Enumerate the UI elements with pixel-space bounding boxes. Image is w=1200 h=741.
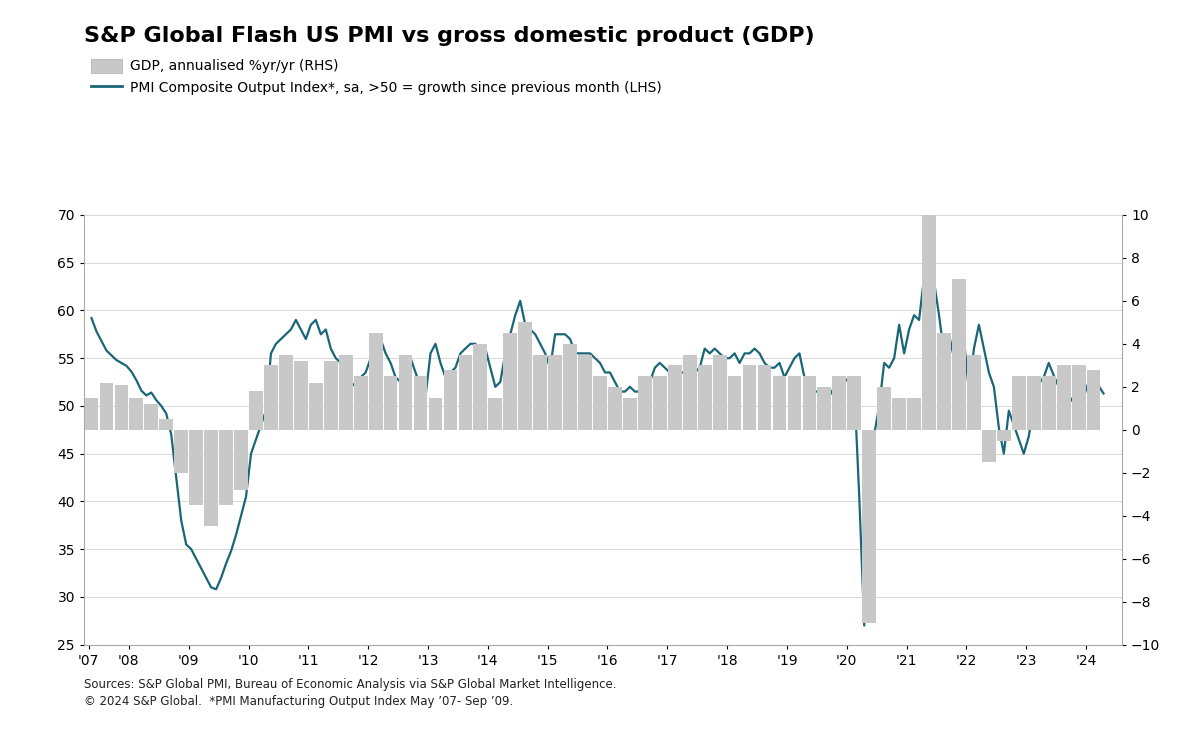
Bar bbox=[354, 376, 367, 430]
Bar bbox=[144, 404, 158, 430]
Bar bbox=[922, 161, 936, 430]
Text: S&P Global Flash US PMI vs gross domestic product (GDP): S&P Global Flash US PMI vs gross domesti… bbox=[84, 26, 815, 46]
Bar bbox=[787, 376, 802, 430]
Bar bbox=[893, 397, 906, 430]
Bar bbox=[563, 344, 577, 430]
Bar bbox=[877, 387, 892, 430]
Bar bbox=[847, 376, 862, 430]
Bar bbox=[488, 397, 502, 430]
Bar bbox=[817, 387, 832, 430]
Bar bbox=[174, 430, 188, 473]
Bar bbox=[608, 387, 622, 430]
Bar bbox=[907, 397, 920, 430]
Bar bbox=[414, 376, 427, 430]
Bar bbox=[1072, 365, 1086, 430]
Bar bbox=[967, 355, 980, 430]
Bar bbox=[204, 430, 218, 526]
Bar bbox=[338, 355, 353, 430]
Bar bbox=[1057, 365, 1070, 430]
Bar bbox=[533, 355, 547, 430]
Bar bbox=[474, 344, 487, 430]
Bar bbox=[1042, 376, 1056, 430]
Bar bbox=[668, 365, 682, 430]
Bar bbox=[518, 322, 532, 430]
Bar bbox=[458, 355, 473, 430]
Text: Sources: S&P Global PMI, Bureau of Economic Analysis via S&P Global Market Intel: Sources: S&P Global PMI, Bureau of Econo… bbox=[84, 678, 617, 691]
Bar bbox=[952, 279, 966, 430]
Bar bbox=[937, 333, 950, 430]
Bar bbox=[130, 397, 143, 430]
Bar bbox=[727, 376, 742, 430]
Bar bbox=[190, 430, 203, 505]
Bar bbox=[743, 365, 756, 430]
Bar bbox=[833, 376, 846, 430]
Bar bbox=[384, 376, 397, 430]
Bar bbox=[863, 430, 876, 623]
Text: © 2024 S&P Global.  *PMI Manufacturing Output Index May ’07- Sep ’09.: © 2024 S&P Global. *PMI Manufacturing Ou… bbox=[84, 695, 514, 708]
Bar bbox=[1012, 376, 1026, 430]
Bar bbox=[638, 376, 652, 430]
Bar bbox=[1027, 376, 1040, 430]
Bar bbox=[280, 355, 293, 430]
Bar bbox=[713, 355, 726, 430]
Bar bbox=[100, 382, 113, 430]
Bar bbox=[578, 355, 592, 430]
Legend: GDP, annualised %yr/yr (RHS), PMI Composite Output Index*, sa, >50 = growth sinc: GDP, annualised %yr/yr (RHS), PMI Compos… bbox=[91, 59, 661, 95]
Bar bbox=[1087, 370, 1100, 430]
Bar bbox=[773, 376, 786, 430]
Bar bbox=[593, 376, 607, 430]
Bar bbox=[398, 355, 413, 430]
Bar bbox=[803, 376, 816, 430]
Bar bbox=[308, 382, 323, 430]
Bar bbox=[220, 430, 233, 505]
Bar bbox=[623, 397, 637, 430]
Bar bbox=[444, 370, 457, 430]
Bar bbox=[997, 430, 1010, 440]
Bar bbox=[503, 333, 517, 430]
Bar bbox=[160, 419, 173, 430]
Bar bbox=[698, 365, 712, 430]
Bar bbox=[428, 397, 443, 430]
Bar bbox=[548, 355, 562, 430]
Bar bbox=[757, 365, 772, 430]
Bar bbox=[70, 404, 84, 430]
Bar bbox=[324, 361, 337, 430]
Bar bbox=[234, 430, 248, 490]
Bar bbox=[114, 385, 128, 430]
Bar bbox=[653, 376, 667, 430]
Bar bbox=[982, 430, 996, 462]
Bar bbox=[250, 391, 263, 430]
Bar bbox=[368, 333, 383, 430]
Bar bbox=[294, 361, 307, 430]
Bar bbox=[683, 355, 697, 430]
Bar bbox=[264, 365, 278, 430]
Bar bbox=[84, 397, 98, 430]
